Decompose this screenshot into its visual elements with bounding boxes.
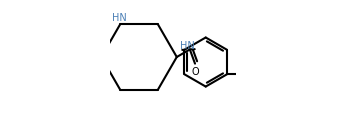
Text: HN: HN	[112, 13, 127, 23]
Text: O: O	[191, 66, 199, 76]
Text: HN: HN	[180, 40, 195, 50]
